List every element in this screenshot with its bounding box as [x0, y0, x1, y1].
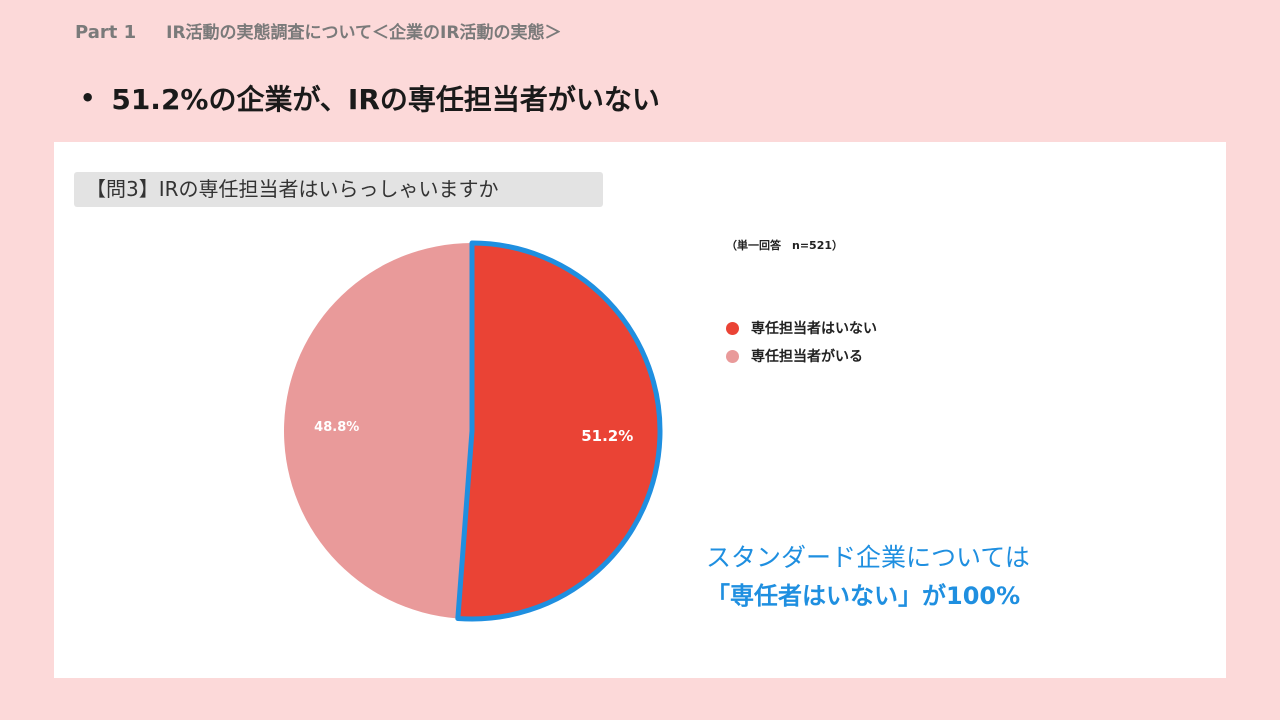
legend-dot-icon	[726, 321, 739, 335]
legend-label: 専任担当者がいる	[751, 349, 863, 365]
pie-chart: 51.2% 48.8%	[284, 240, 663, 622]
pie-data-label-1: 48.8%	[314, 420, 359, 435]
legend-item-no-dedicated: 専任担当者はいない	[726, 314, 877, 342]
headline: • 51.2%の企業が、IRの専任担当者がいない	[80, 78, 660, 118]
section-subtitle: IR活動の実態調査について＜企業のIR活動の実態＞	[166, 23, 562, 43]
legend-dot-icon	[726, 349, 739, 363]
callout-line-1: スタンダード企業については	[706, 543, 1030, 572]
sample-note: （単一回答 n=521）	[726, 239, 844, 252]
legend-label: 専任担当者はいない	[751, 321, 877, 337]
part-label: Part 1	[75, 22, 137, 43]
callout-line-2: 「専任者はいない」が100%	[706, 582, 1021, 610]
pie-data-label-0: 51.2%	[581, 427, 633, 445]
slide-header: Part 1 IR活動の実態調査について＜企業のIR活動の実態＞	[75, 18, 561, 43]
headline-text: 51.2%の企業が、IRの専任担当者がいない	[111, 83, 660, 116]
chart-legend: 専任担当者はいない 専任担当者がいる	[726, 314, 877, 370]
question-label: 【問3】IRの専任担当者はいらっしゃいますか	[74, 172, 603, 207]
pie-slice-1	[284, 243, 472, 619]
pie-slice-0	[455, 240, 663, 622]
bullet-icon: •	[80, 84, 96, 112]
chart-panel: 【問3】IRの専任担当者はいらっしゃいますか 51.2% 48.8% （単一回答 …	[54, 142, 1226, 678]
legend-item-has-dedicated: 専任担当者がいる	[726, 342, 877, 370]
callout-note: スタンダード企業については 「専任者はいない」が100%	[706, 538, 1030, 611]
